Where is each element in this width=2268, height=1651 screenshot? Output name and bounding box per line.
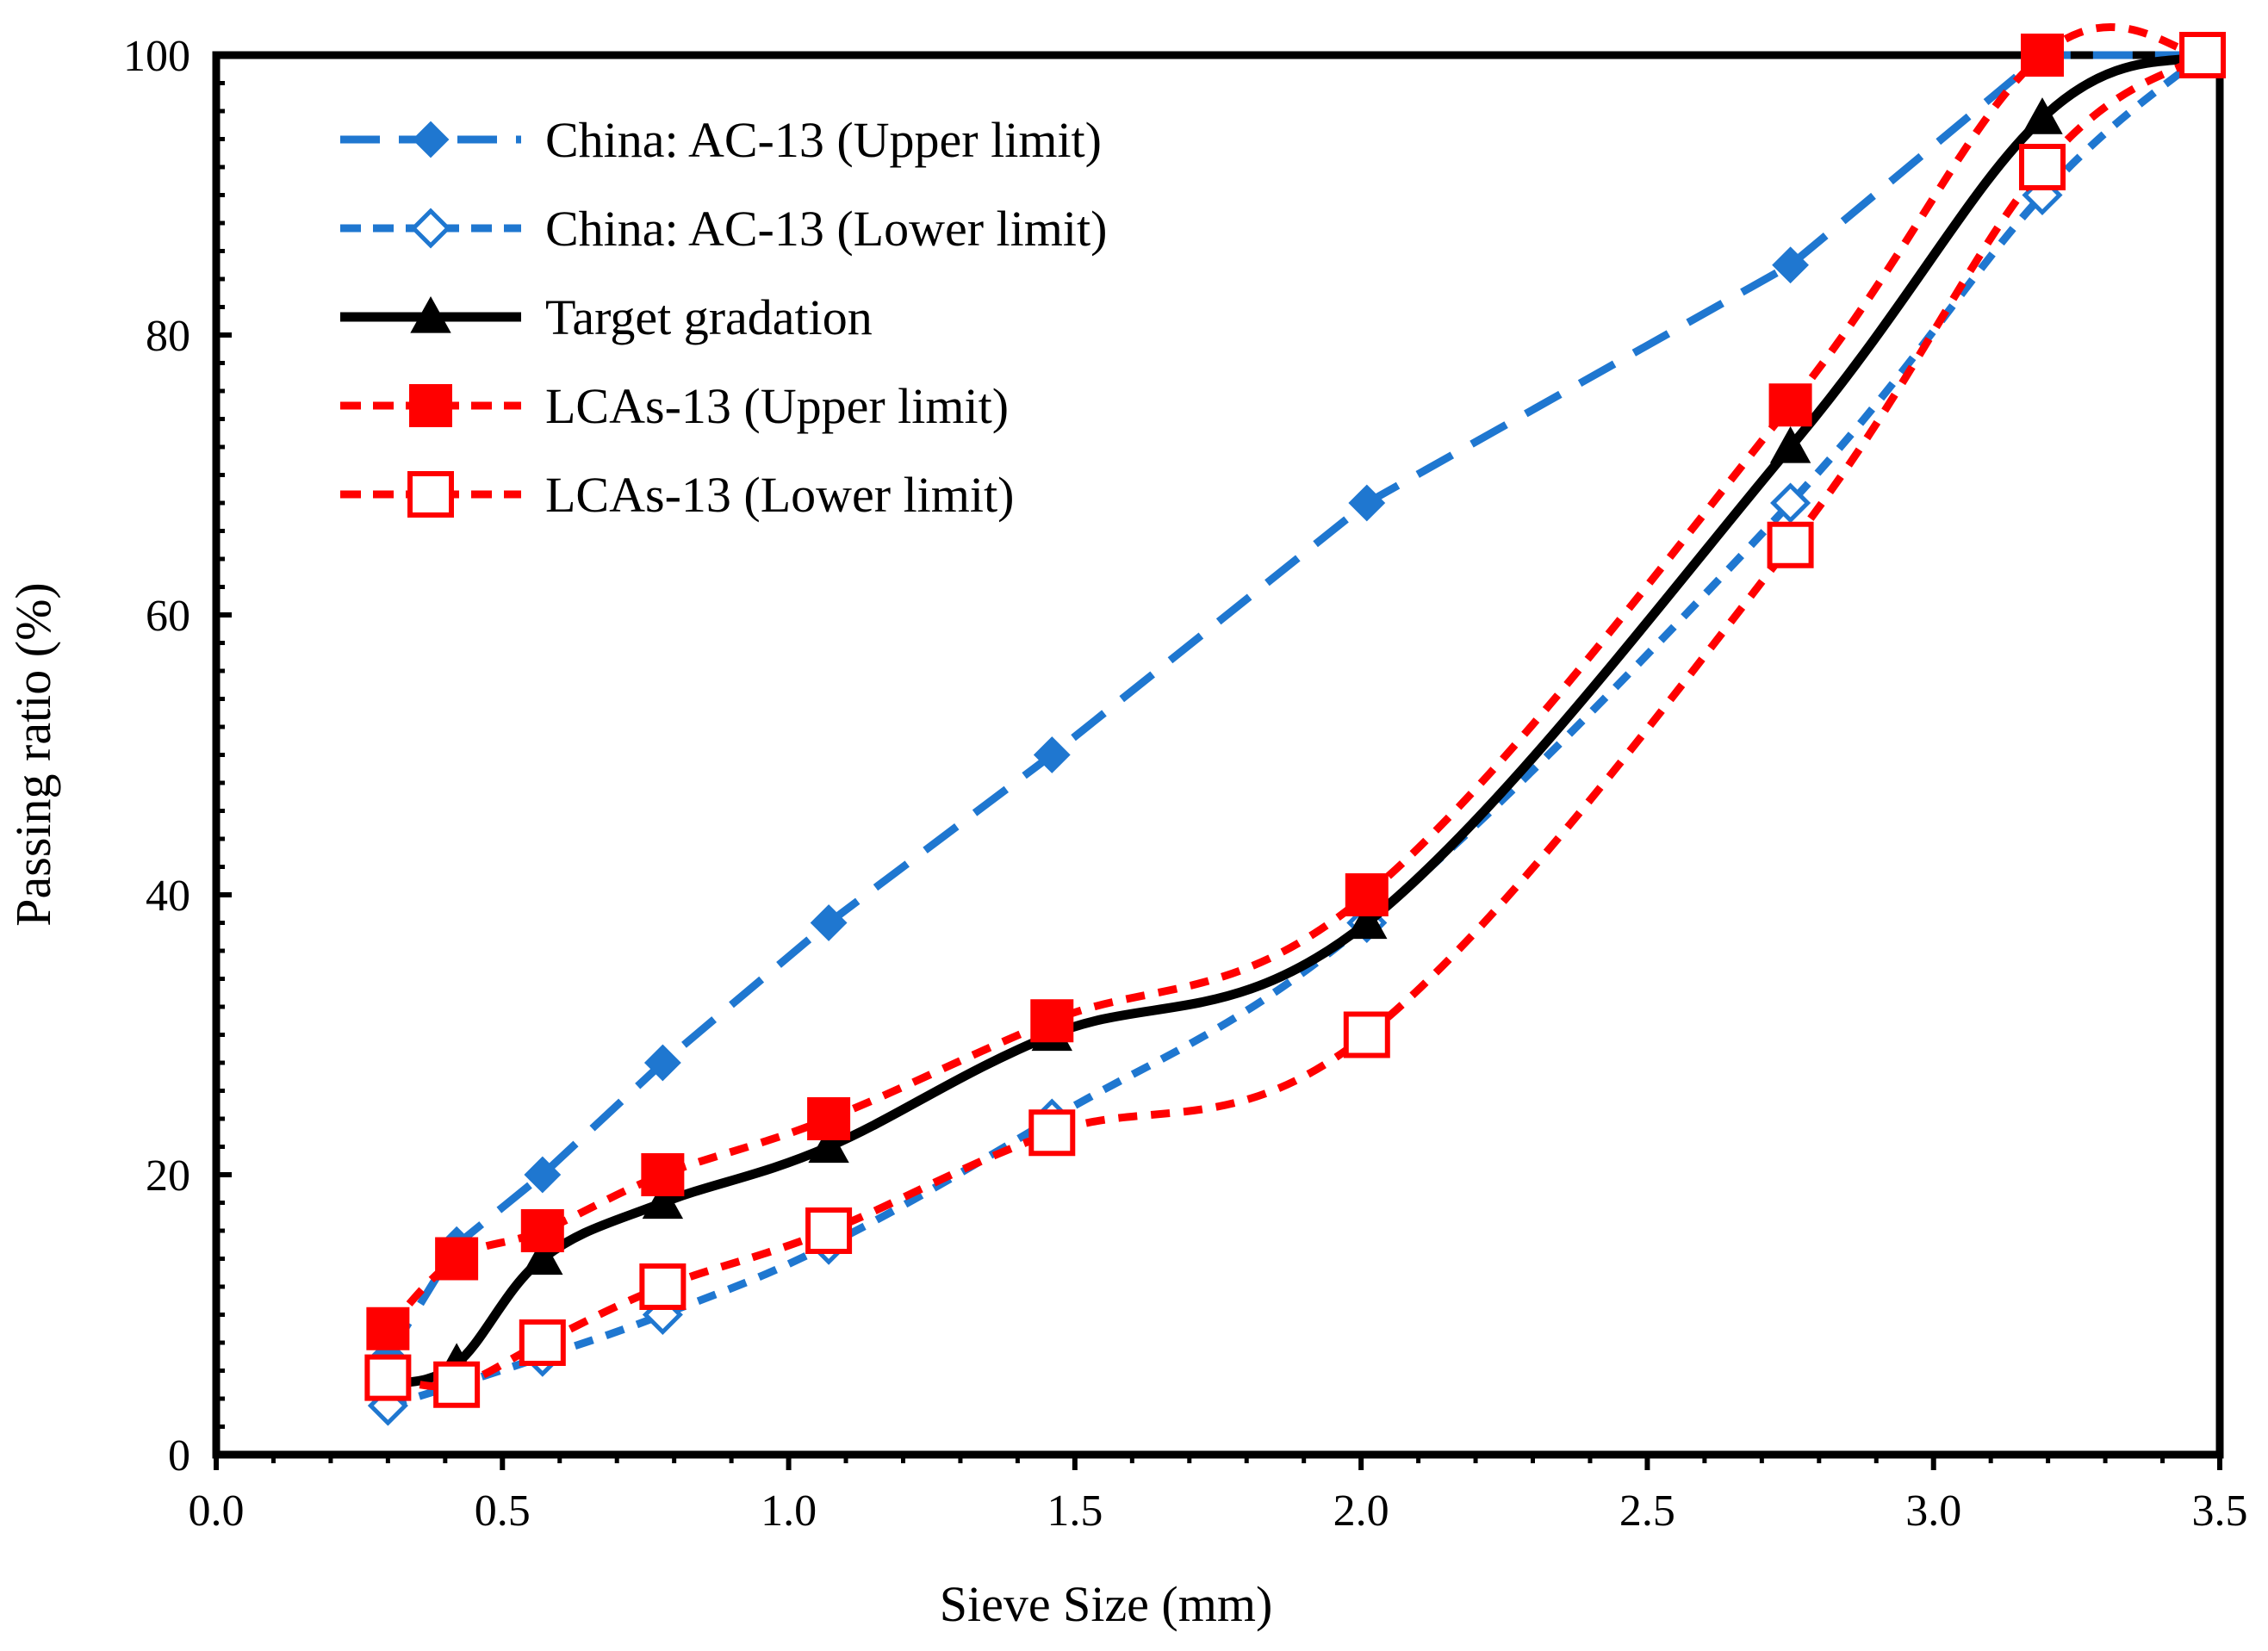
series-group bbox=[364, 23, 2227, 1426]
data-point bbox=[1770, 482, 1811, 524]
y-axis-title: Passing ratio (%) bbox=[5, 582, 61, 927]
legend-marker bbox=[410, 295, 451, 333]
data-point bbox=[1769, 425, 1811, 463]
data-point bbox=[366, 1307, 410, 1350]
data-point bbox=[1348, 484, 1386, 522]
x-tick-label: 2.5 bbox=[1619, 1487, 1675, 1536]
series-line bbox=[387, 52, 2206, 1410]
legend-entry: LCAs-13 (Upper limit) bbox=[340, 378, 1009, 434]
legend-label: LCAs-13 (Lower limit) bbox=[545, 467, 1014, 523]
x-tick-label: 2.0 bbox=[1333, 1487, 1389, 1536]
axes: 0.0 0.5 1.0 1.5 2.0 2.5 3.0 3.5 0 20 40 60 80 100 bbox=[123, 32, 2248, 1536]
data-point bbox=[1343, 1011, 1390, 1058]
data-point bbox=[641, 1153, 685, 1196]
series-line bbox=[384, 51, 2203, 1359]
x-tick-label: 1.5 bbox=[1047, 1487, 1103, 1536]
legend-marker bbox=[410, 208, 451, 249]
data-point bbox=[524, 1156, 562, 1194]
y-tick-label: 80 bbox=[146, 312, 190, 361]
data-point bbox=[1030, 999, 1074, 1043]
x-tick-label: 3.0 bbox=[1905, 1487, 1961, 1536]
data-point bbox=[642, 1182, 684, 1220]
legend-entry: China: AC-13 (Upper limit) bbox=[340, 112, 1102, 168]
x-tick-label: 0.0 bbox=[189, 1487, 245, 1536]
legend-label: Target gradation bbox=[545, 289, 873, 345]
data-point bbox=[1346, 902, 1388, 940]
legend-marker bbox=[409, 384, 452, 427]
data-point bbox=[1345, 873, 1389, 916]
y-tick-label: 20 bbox=[146, 1151, 190, 1201]
data-point bbox=[1767, 521, 1814, 568]
data-point bbox=[433, 1361, 481, 1408]
series-line bbox=[386, 50, 2205, 1390]
legend-label: LCAs-13 (Upper limit) bbox=[545, 378, 1009, 434]
x-tick-label: 3.5 bbox=[2192, 1487, 2248, 1536]
legend-marker bbox=[407, 471, 454, 518]
series bbox=[364, 32, 2227, 1408]
plot-frame bbox=[212, 51, 2224, 1459]
legend-marker bbox=[412, 121, 450, 158]
x-axis-title: Sieve Size (mm) bbox=[940, 1576, 1273, 1632]
data-point bbox=[1768, 383, 1812, 427]
x-tick-label: 1.0 bbox=[761, 1487, 817, 1536]
legend-entry: Target gradation bbox=[340, 289, 873, 345]
data-point bbox=[522, 1238, 563, 1275]
data-point bbox=[810, 904, 848, 941]
data-point bbox=[1772, 246, 1809, 284]
data-point bbox=[364, 1354, 412, 1401]
data-point bbox=[1033, 736, 1071, 773]
data-point bbox=[805, 1207, 853, 1254]
y-tick-label: 100 bbox=[123, 32, 190, 81]
data-point bbox=[519, 1319, 566, 1366]
data-point bbox=[2020, 34, 2064, 77]
data-point bbox=[639, 1263, 687, 1310]
legend-label: China: AC-13 (Upper limit) bbox=[545, 112, 1102, 168]
data-point bbox=[807, 1097, 851, 1140]
series bbox=[369, 36, 2221, 1375]
y-tick-label: 0 bbox=[168, 1431, 190, 1480]
data-point bbox=[643, 1044, 681, 1082]
legend-entry: China: AC-13 (Lower limit) bbox=[340, 201, 1107, 257]
data-point bbox=[435, 1237, 479, 1281]
data-point bbox=[520, 1209, 564, 1252]
data-point bbox=[2179, 32, 2227, 78]
y-tick-label: 60 bbox=[146, 592, 190, 641]
legend-entry: LCAs-13 (Lower limit) bbox=[340, 467, 1014, 523]
data-point bbox=[1028, 1109, 1076, 1157]
series-line bbox=[387, 52, 2205, 1391]
data-point bbox=[2018, 144, 2066, 190]
data-point bbox=[808, 1126, 849, 1164]
y-tick-label: 40 bbox=[146, 872, 190, 921]
legend-label: China: AC-13 (Lower limit) bbox=[545, 201, 1107, 257]
legend: China: AC-13 (Upper limit) China: AC-13 (… bbox=[340, 112, 1107, 523]
data-point bbox=[2022, 97, 2063, 134]
x-tick-label: 0.5 bbox=[475, 1487, 531, 1536]
